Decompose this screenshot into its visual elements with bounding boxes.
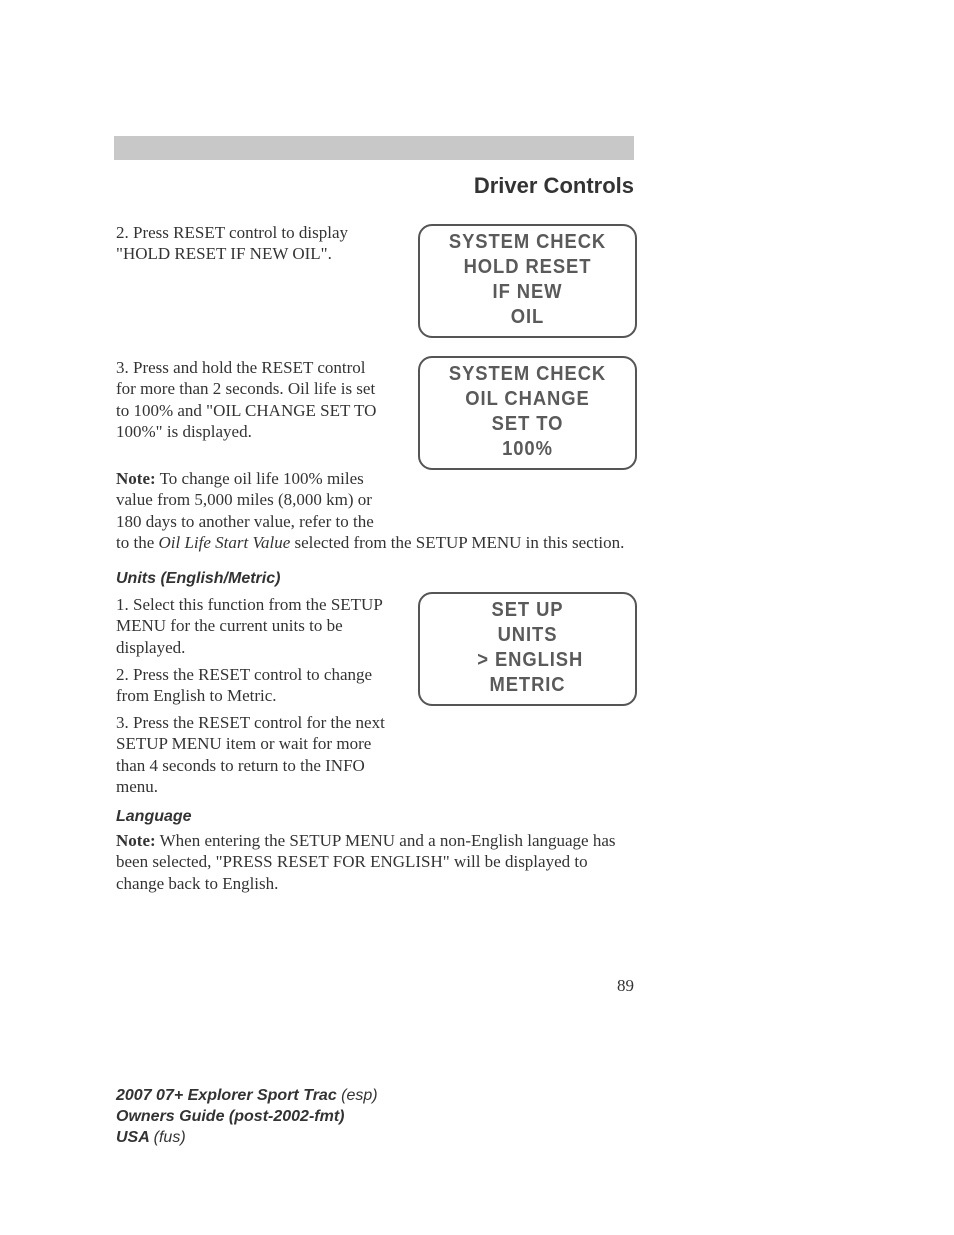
footer-line1b: (esp): [341, 1087, 377, 1104]
page: Driver Controls 2. Press RESET control t…: [0, 0, 954, 1235]
display3-line1: SET UP: [429, 598, 627, 623]
units-step3: 3. Press the RESET control for the next …: [116, 712, 391, 797]
step2-text: 2. Press RESET control to display "HOLD …: [116, 222, 376, 265]
footer-line2: Owners Guide (post-2002-fmt): [116, 1107, 378, 1128]
page-number: 89: [617, 976, 634, 996]
display-oil-change-100: SYSTEM CHECK OIL CHANGE SET TO 100%: [418, 356, 637, 470]
display3-line2: UNITS: [429, 623, 627, 648]
display1-line2: HOLD RESET: [429, 255, 627, 280]
display1-line4: OIL: [429, 305, 627, 330]
display-setup-units: SET UP UNITS > ENGLISH METRIC: [418, 592, 637, 706]
display2-line1: SYSTEM CHECK: [429, 362, 627, 387]
display1-line3: IF NEW: [429, 280, 627, 305]
display1-line1: SYSTEM CHECK: [429, 230, 627, 255]
header-bar: [114, 136, 634, 160]
step3-text: 3. Press and hold the RESET control for …: [116, 357, 388, 442]
footer-line3b: (fus): [154, 1129, 186, 1146]
note2: Note: When entering the SETUP MENU and a…: [116, 830, 636, 894]
step2-post: ".: [321, 244, 332, 263]
note2-text: When entering the SETUP MENU and a non-E…: [116, 831, 616, 893]
note2-label: Note:: [116, 831, 156, 850]
footer: 2007 07+ Explorer Sport Trac (esp) Owner…: [116, 1086, 378, 1148]
footer-line3: USA (fus): [116, 1128, 378, 1149]
units-step1: 1. Select this function from the SETUP M…: [116, 594, 391, 658]
footer-line3a: USA: [116, 1129, 154, 1146]
display3-line4: METRIC: [429, 673, 627, 698]
header-title: Driver Controls: [474, 173, 634, 199]
units-step2: 2. Press the RESET control to change fro…: [116, 664, 391, 707]
display3-line3: > ENGLISH: [429, 648, 627, 673]
note1-italic: Oil Life Start Value: [159, 533, 291, 552]
display2-line2: OIL CHANGE: [429, 387, 627, 412]
display2-line3: SET TO: [429, 412, 627, 437]
language-heading: Language: [116, 808, 192, 826]
display-system-check-hold-reset: SYSTEM CHECK HOLD RESET IF NEW OIL: [418, 224, 637, 338]
note1-text2: selected from the SETUP MENU in this sec…: [290, 533, 624, 552]
display2-line4: 100%: [429, 437, 627, 462]
note1-label: Note:: [116, 469, 156, 488]
footer-line1: 2007 07+ Explorer Sport Trac (esp): [116, 1086, 378, 1107]
footer-line1a: 2007 07+ Explorer Sport Trac: [116, 1087, 341, 1104]
units-heading: Units (English/Metric): [116, 570, 280, 588]
step2-quote: HOLD RESET IF NEW OIL: [123, 244, 321, 263]
note1: Note: To change oil life 100% miles valu…: [116, 468, 636, 553]
